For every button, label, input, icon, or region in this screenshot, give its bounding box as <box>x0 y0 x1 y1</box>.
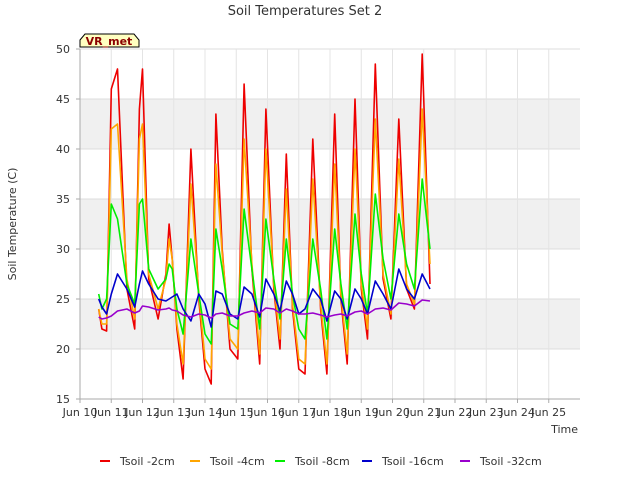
legend-label: Tsoil -8cm <box>294 455 350 468</box>
y-tick-label: 25 <box>56 293 70 306</box>
legend-label: Tsoil -4cm <box>209 455 265 468</box>
y-tick-label: 30 <box>56 243 70 256</box>
x-tick-label: Jun 22 <box>437 406 473 419</box>
x-tick-label: Jun 20 <box>374 406 410 419</box>
x-tick-label: Jun 25 <box>530 406 566 419</box>
x-tick-label: Jun 10 <box>62 406 98 419</box>
x-tick-label: Jun 23 <box>468 406 504 419</box>
station-badge: VR_met <box>79 33 140 48</box>
x-tick-label: Jun 12 <box>124 406 160 419</box>
x-tick-label: Jun 15 <box>218 406 254 419</box>
x-tick-label: Jun 21 <box>405 406 441 419</box>
y-tick-label: 35 <box>56 193 70 206</box>
y-tick-label: 15 <box>56 393 70 406</box>
legend: Tsoil -2cm Tsoil -4cm Tsoil -8cm Tsoil -16c… <box>100 455 542 468</box>
x-tick-label: Jun 14 <box>187 406 223 419</box>
series-line <box>97 268 431 328</box>
badge-label: VR_met <box>86 35 133 48</box>
x-axis-label: Time <box>550 423 578 436</box>
x-tick-label: Jun 17 <box>280 406 316 419</box>
y-tick-label: 40 <box>56 143 70 156</box>
series-layer <box>97 53 431 385</box>
legend-label: Tsoil -32cm <box>479 455 542 468</box>
y-tick-label: 50 <box>56 43 70 56</box>
legend-label: Tsoil -16cm <box>381 455 444 468</box>
x-tick-label: Jun 11 <box>93 406 129 419</box>
x-tick-label: Jun 19 <box>343 406 379 419</box>
y-axis-label: Soil Temperature (C) <box>6 168 19 281</box>
chart-title: Soil Temperatures Set 2 <box>228 4 383 19</box>
badge-box <box>79 33 140 48</box>
legend-label: Tsoil -2cm <box>119 455 175 468</box>
y-tick-label: 45 <box>56 93 70 106</box>
x-tick-label: Jun 16 <box>249 406 285 419</box>
y-tick-label: 20 <box>56 343 70 356</box>
x-tick-label: Jun 13 <box>155 406 191 419</box>
x-tick-label: Jun 24 <box>499 406 535 419</box>
series-line <box>98 299 431 320</box>
x-tick-label: Jun 18 <box>312 406 348 419</box>
series-line <box>97 178 431 345</box>
